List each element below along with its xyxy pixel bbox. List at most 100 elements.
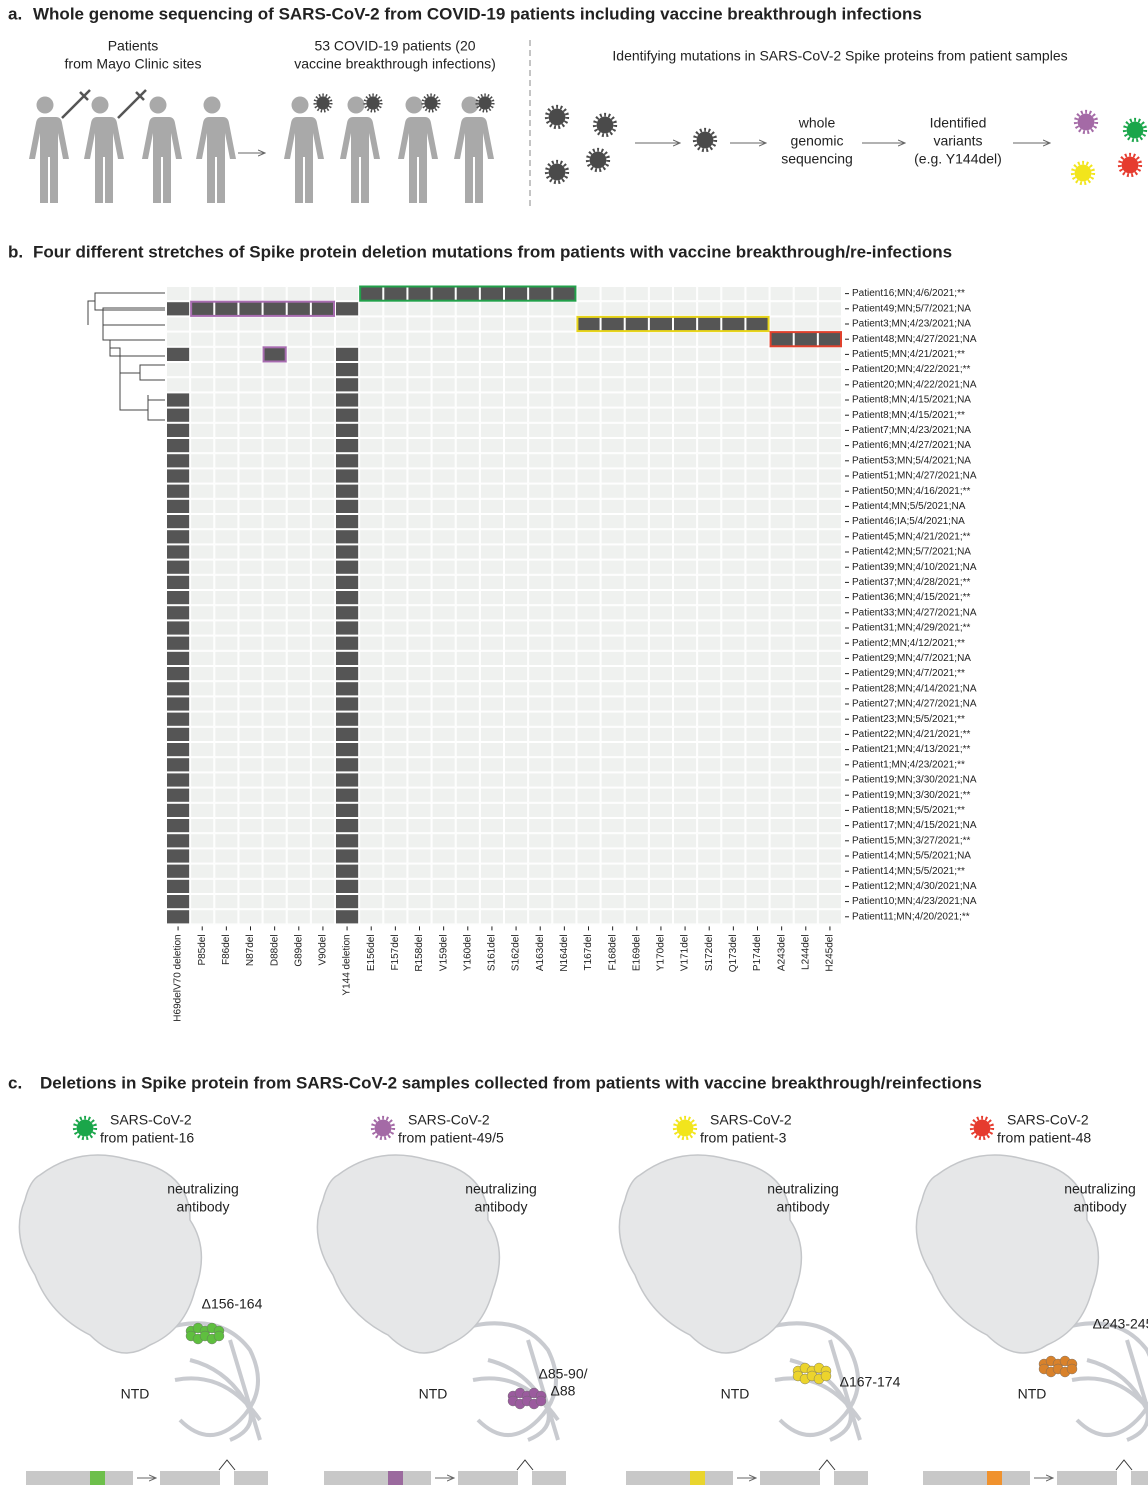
heatmap-cell	[577, 378, 600, 392]
heatmap-cell	[287, 393, 310, 407]
heatmap-cell	[529, 287, 552, 301]
heatmap-cell	[649, 773, 672, 787]
heatmap-cell	[770, 302, 793, 316]
heatmap-cell	[215, 302, 238, 316]
heatmap-cell	[746, 591, 769, 605]
heatmap-cell	[191, 347, 214, 361]
heatmap-cell	[625, 302, 648, 316]
heatmap-cell	[674, 484, 697, 498]
heatmap-cell	[167, 469, 190, 483]
heatmap-cell	[698, 347, 721, 361]
heatmap-cell	[577, 515, 600, 529]
person-icon	[454, 97, 494, 204]
heatmap-cell	[408, 606, 431, 620]
heatmap-cell	[287, 788, 310, 802]
heatmap-cell	[239, 727, 262, 741]
heatmap-cell	[674, 606, 697, 620]
heatmap-cell	[794, 727, 817, 741]
row-label: Patient10;MN;4/23/2021;NA	[852, 896, 977, 907]
heatmap-cell	[674, 317, 697, 331]
heatmap-cell	[263, 530, 286, 544]
row-label: Patient1;MN;4/23/2021;**	[852, 759, 965, 770]
heatmap-cell	[722, 378, 745, 392]
heatmap-cell	[505, 484, 528, 498]
heatmap-cell	[456, 515, 479, 529]
heatmap-cell	[625, 651, 648, 665]
row-label: Patient18;MN;5/5/2021;**	[852, 805, 965, 816]
heatmap-cell	[818, 469, 841, 483]
heatmap-cell	[625, 819, 648, 833]
heatmap-cell	[215, 591, 238, 605]
column-label: V159del	[438, 934, 449, 971]
heatmap-cell	[746, 317, 769, 331]
heatmap-cell	[601, 819, 624, 833]
heatmap-cell	[746, 530, 769, 544]
heatmap-cell	[239, 834, 262, 848]
heatmap-cell	[287, 332, 310, 346]
heatmap-cell	[263, 347, 286, 361]
heatmap-cell	[794, 834, 817, 848]
heatmap-cell	[698, 591, 721, 605]
antibody-label: antibody	[177, 1199, 230, 1215]
heatmap-cell	[336, 743, 359, 757]
heatmap-cell	[456, 849, 479, 863]
heatmap-cell	[505, 393, 528, 407]
heatmap-cell	[263, 682, 286, 696]
heatmap-cell	[505, 423, 528, 437]
heatmap-cell	[505, 910, 528, 924]
heatmap-cell	[553, 773, 576, 787]
deletion-label: Δ85-90/	[538, 1366, 587, 1382]
heatmap-cell	[239, 895, 262, 909]
heatmap-cell	[239, 758, 262, 772]
heatmap-cell	[505, 682, 528, 696]
heatmap-cell	[336, 606, 359, 620]
row-label: Patient20;MN;4/22/2021;NA	[852, 379, 977, 390]
heatmap-cell	[215, 727, 238, 741]
heatmap-cell	[601, 788, 624, 802]
heatmap-cell	[553, 758, 576, 772]
heatmap-cell	[770, 484, 793, 498]
heatmap-cell	[480, 469, 503, 483]
heatmap-cell	[553, 363, 576, 377]
heatmap-cell	[601, 560, 624, 574]
panel-c: c.Deletions in Spike protein from SARS-C…	[8, 1073, 1148, 1485]
heatmap-cell	[432, 879, 455, 893]
heatmap-cell	[649, 499, 672, 513]
heatmap-cell	[384, 560, 407, 574]
heatmap-cell	[722, 469, 745, 483]
heatmap-cell	[770, 439, 793, 453]
heatmap-cell	[480, 910, 503, 924]
heatmap-cell	[336, 803, 359, 817]
heatmap-cell	[553, 667, 576, 681]
heatmap-cell	[408, 895, 431, 909]
heatmap-cell	[167, 439, 190, 453]
heatmap-cell	[818, 393, 841, 407]
heatmap-cell	[191, 408, 214, 422]
heatmap-cell	[649, 712, 672, 726]
heatmap-cell	[167, 317, 190, 331]
heatmap-cell	[408, 363, 431, 377]
group-label: vaccine breakthrough infections)	[294, 56, 496, 72]
heatmap-cell	[794, 439, 817, 453]
heatmap-cell	[287, 515, 310, 529]
heatmap-cell	[770, 606, 793, 620]
person-icon	[84, 97, 124, 204]
heatmap-cell	[408, 667, 431, 681]
heatmap-cell	[649, 727, 672, 741]
heatmap-cell	[191, 545, 214, 559]
virus-icon	[588, 150, 609, 171]
heatmap-cell	[360, 363, 383, 377]
heatmap-cell	[263, 864, 286, 878]
heatmap-cell	[698, 515, 721, 529]
heatmap-cell	[432, 758, 455, 772]
heatmap-cell	[456, 591, 479, 605]
heatmap-cell	[384, 667, 407, 681]
heatmap-cell	[480, 332, 503, 346]
heatmap-cell	[601, 484, 624, 498]
heatmap-cell	[722, 651, 745, 665]
heatmap-cell	[384, 895, 407, 909]
heatmap-cell	[215, 560, 238, 574]
heatmap-cell	[191, 393, 214, 407]
heatmap-cell	[167, 697, 190, 711]
heatmap-cell	[553, 803, 576, 817]
